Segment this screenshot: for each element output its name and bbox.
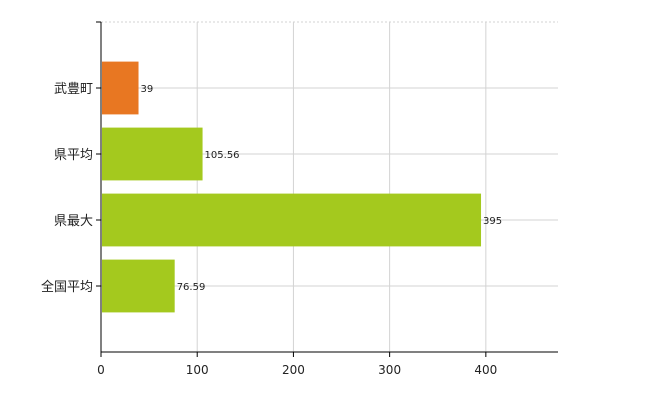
x-tick-label: 300 <box>378 363 401 377</box>
data-label: 395 <box>483 216 502 227</box>
x-tick-label: 0 <box>97 363 105 377</box>
category-label: 県平均 <box>54 148 93 163</box>
x-tick-label: 100 <box>186 363 209 377</box>
bar <box>102 193 482 247</box>
data-label: 76.59 <box>177 282 206 293</box>
bars <box>102 61 482 313</box>
bar <box>102 259 175 313</box>
data-label: 105.56 <box>205 150 240 161</box>
category-label: 全国平均 <box>41 279 93 295</box>
x-tick-label: 400 <box>474 363 497 377</box>
axes <box>96 21 558 357</box>
x-tick-label: 200 <box>282 363 305 377</box>
category-label: 県最大 <box>54 214 93 229</box>
data-label: 39 <box>141 84 154 95</box>
category-label: 武豊町 <box>54 82 93 97</box>
bar <box>102 61 139 115</box>
bar <box>102 127 203 181</box>
